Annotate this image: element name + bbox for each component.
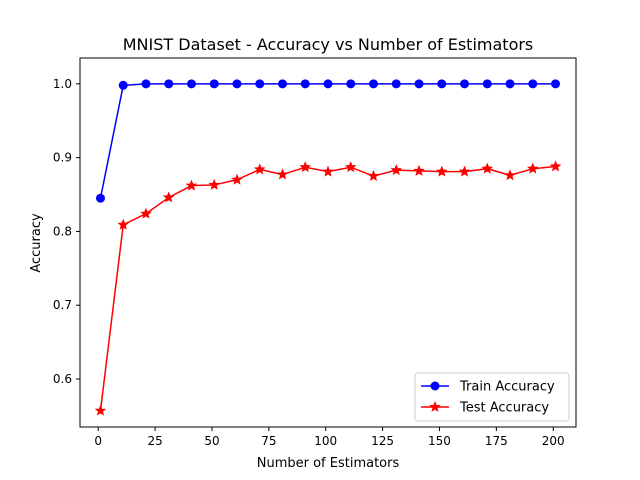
x-tick-label: 100 bbox=[314, 434, 337, 448]
test-accuracy-point bbox=[162, 191, 175, 203]
test-accuracy-point bbox=[549, 160, 562, 172]
test-accuracy-point bbox=[527, 162, 539, 174]
train-accuracy-point bbox=[551, 79, 561, 89]
x-tick-label: 50 bbox=[204, 434, 219, 448]
legend: Train Accuracy Test Accuracy bbox=[414, 372, 570, 422]
test-accuracy-point bbox=[413, 164, 425, 176]
train-accuracy-point bbox=[346, 79, 356, 89]
train-accuracy-point bbox=[528, 79, 538, 89]
legend-label: Test Accuracy bbox=[459, 401, 549, 416]
x-tick-label: 200 bbox=[542, 434, 565, 448]
y-tick-label: 1.0 bbox=[53, 77, 72, 91]
x-axis-label: Number of Estimators bbox=[257, 456, 400, 471]
x-tick-label: 175 bbox=[485, 434, 508, 448]
train-accuracy-point bbox=[437, 79, 447, 89]
train-accuracy-point bbox=[391, 79, 401, 89]
x-tick-label: 75 bbox=[261, 434, 276, 448]
train-accuracy-point bbox=[505, 79, 515, 89]
x-tick-label: 150 bbox=[428, 434, 451, 448]
test-accuracy-point bbox=[344, 161, 357, 173]
test-accuracy-point bbox=[208, 178, 221, 190]
test-accuracy-point bbox=[481, 162, 494, 174]
train-accuracy-point bbox=[414, 79, 424, 89]
train-accuracy-point bbox=[323, 79, 333, 89]
test-accuracy-point bbox=[299, 161, 312, 173]
train-accuracy-point bbox=[255, 79, 265, 89]
test-accuracy-point bbox=[276, 168, 289, 180]
train-accuracy-point bbox=[300, 79, 310, 89]
plot-area bbox=[79, 57, 577, 428]
train-accuracy-point bbox=[141, 79, 151, 89]
test-accuracy-point bbox=[435, 165, 448, 177]
test-accuracy-point bbox=[185, 179, 198, 191]
test-accuracy-point bbox=[458, 165, 471, 177]
y-tick-label: 0.7 bbox=[53, 298, 72, 312]
train-accuracy-point bbox=[277, 79, 287, 89]
x-tick-label: 125 bbox=[371, 434, 394, 448]
y-axis: 0.6 0.7 0.8 0.9 1.0 bbox=[53, 77, 80, 386]
plot-frame bbox=[79, 57, 577, 428]
test-accuracy-point bbox=[117, 218, 129, 230]
x-axis: 0 25 50 75 100 125 150 175 200 bbox=[94, 427, 565, 448]
train-accuracy-point bbox=[460, 79, 470, 89]
train-accuracy-series bbox=[95, 79, 561, 203]
x-tick-label: 25 bbox=[147, 434, 162, 448]
train-accuracy-legend-marker bbox=[430, 381, 440, 391]
test-accuracy-legend-marker bbox=[429, 400, 441, 412]
train-accuracy-point bbox=[164, 79, 174, 89]
test-accuracy-point bbox=[253, 163, 266, 175]
train-accuracy-point bbox=[482, 79, 492, 89]
test-accuracy-point bbox=[504, 169, 516, 181]
test-accuracy-point bbox=[94, 404, 107, 416]
train-accuracy-point bbox=[118, 80, 128, 90]
y-tick-label: 0.9 bbox=[53, 151, 72, 165]
legend-box bbox=[414, 372, 570, 422]
y-tick-label: 0.6 bbox=[53, 372, 72, 386]
series-layer bbox=[94, 79, 562, 416]
test-accuracy-point bbox=[231, 173, 243, 185]
test-accuracy-point bbox=[322, 165, 334, 177]
test-accuracy-series bbox=[94, 160, 562, 416]
y-tick-label: 0.8 bbox=[53, 224, 72, 238]
train-accuracy-point bbox=[369, 79, 379, 89]
test-accuracy-point bbox=[140, 207, 152, 219]
train-accuracy-line bbox=[99, 83, 556, 199]
test-accuracy-point bbox=[367, 170, 380, 182]
legend-label: Train Accuracy bbox=[459, 380, 555, 395]
test-accuracy-point bbox=[390, 164, 403, 176]
x-tick-label: 0 bbox=[94, 434, 102, 448]
train-accuracy-point bbox=[186, 79, 196, 89]
chart-title: MNIST Dataset - Accuracy vs Number of Es… bbox=[123, 35, 534, 54]
train-accuracy-point bbox=[95, 193, 105, 203]
y-axis-label: Accuracy bbox=[29, 213, 44, 273]
train-accuracy-point bbox=[232, 79, 242, 89]
train-accuracy-point bbox=[209, 79, 219, 89]
